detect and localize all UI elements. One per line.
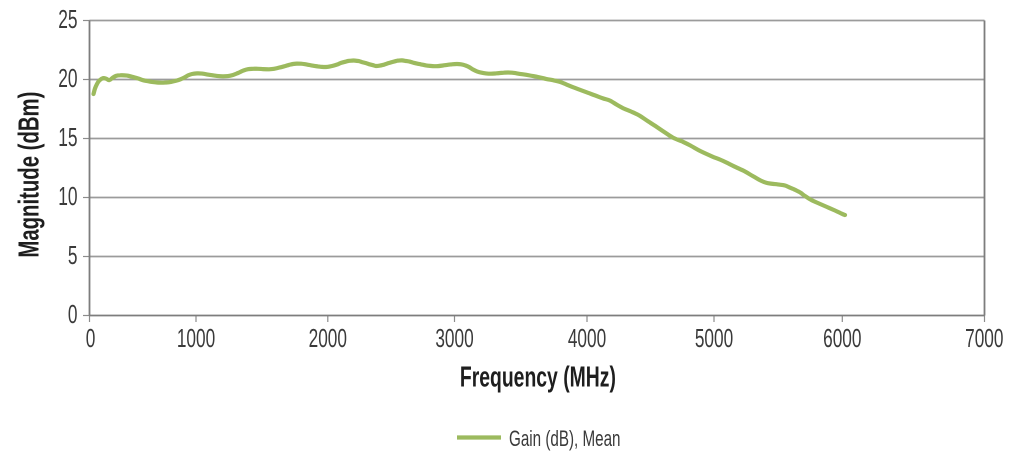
svg-text:20: 20 xyxy=(58,65,77,93)
svg-text:15: 15 xyxy=(58,124,77,152)
svg-text:10: 10 xyxy=(58,183,77,211)
svg-text:5000: 5000 xyxy=(695,325,733,353)
svg-text:Magnitude (dBm): Magnitude (dBm) xyxy=(14,92,46,258)
svg-text:0: 0 xyxy=(86,325,96,353)
svg-text:6000: 6000 xyxy=(823,325,861,353)
svg-text:5: 5 xyxy=(68,242,78,270)
svg-text:2000: 2000 xyxy=(309,325,347,353)
svg-text:1000: 1000 xyxy=(177,325,215,353)
svg-text:4000: 4000 xyxy=(568,325,606,353)
svg-text:Gain (dB), Mean: Gain (dB), Mean xyxy=(509,426,621,451)
svg-text:Frequency (MHz): Frequency (MHz) xyxy=(460,362,616,394)
svg-text:0: 0 xyxy=(68,301,78,329)
svg-text:7000: 7000 xyxy=(965,325,1003,353)
svg-text:25: 25 xyxy=(58,6,77,34)
svg-text:3000: 3000 xyxy=(435,325,473,353)
